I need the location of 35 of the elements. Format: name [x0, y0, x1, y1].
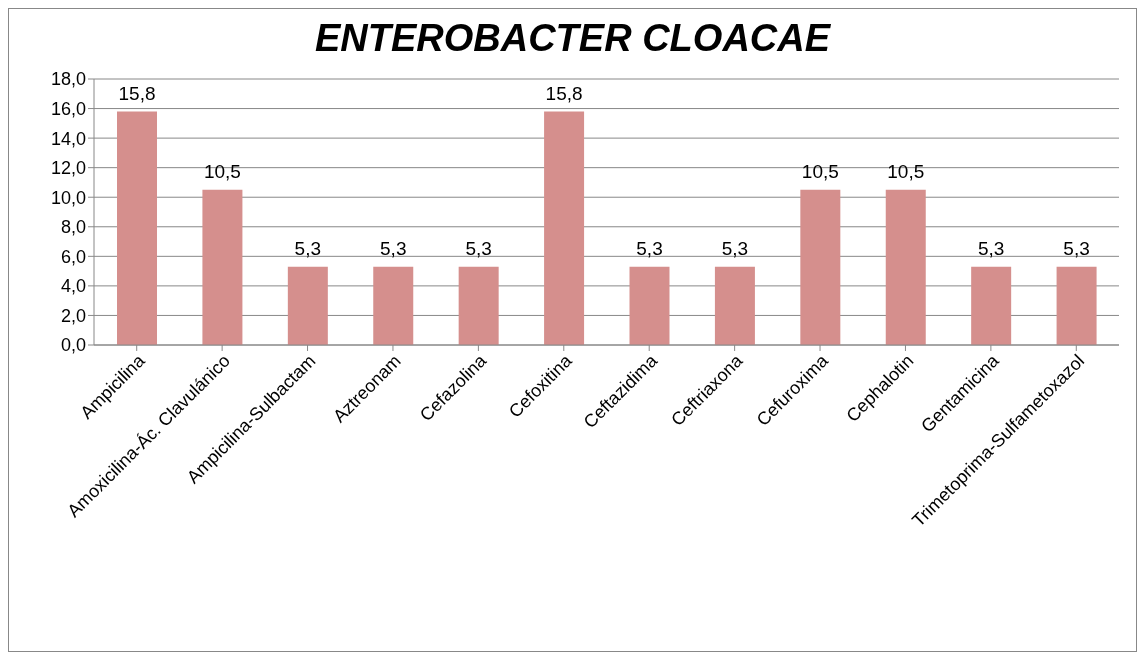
- y-tick-label: 0,0: [60, 335, 86, 356]
- data-label: 5,3: [380, 237, 407, 259]
- y-tick-label: 14,0: [50, 128, 86, 149]
- bar: [800, 189, 841, 345]
- bar: [629, 266, 670, 345]
- bar: [373, 266, 414, 345]
- bar: [202, 189, 243, 345]
- bar: [714, 266, 755, 345]
- y-tick-label: 2,0: [60, 305, 86, 326]
- bar: [544, 111, 585, 345]
- y-tick-label: 4,0: [60, 276, 86, 297]
- data-label: 10,5: [801, 160, 839, 182]
- data-label: 5,3: [465, 237, 492, 259]
- bar: [885, 189, 926, 345]
- data-label: 10,5: [203, 160, 241, 182]
- data-label: 15,8: [118, 82, 156, 104]
- data-label: 15,8: [545, 82, 583, 104]
- data-label: 5,3: [977, 237, 1005, 259]
- y-tick-label: 10,0: [50, 187, 86, 208]
- bar: [458, 266, 499, 345]
- data-label: 5,3: [636, 237, 663, 259]
- y-tick-label: 18,0: [50, 69, 86, 90]
- chart-title: ENTEROBACTER CLOACAE: [313, 17, 832, 61]
- y-tick-label: 6,0: [60, 246, 86, 267]
- data-label: 5,3: [294, 237, 322, 259]
- data-label: 5,3: [721, 237, 749, 259]
- bar: [971, 266, 1012, 345]
- y-tick-label: 8,0: [60, 217, 86, 238]
- bar: [117, 111, 157, 345]
- y-tick-label: 16,0: [50, 98, 86, 119]
- bar: [287, 266, 328, 345]
- data-label: 10,5: [887, 160, 925, 182]
- y-tick-label: 12,0: [50, 158, 86, 179]
- data-label: 5,3: [1063, 237, 1090, 259]
- bar: [1056, 266, 1097, 345]
